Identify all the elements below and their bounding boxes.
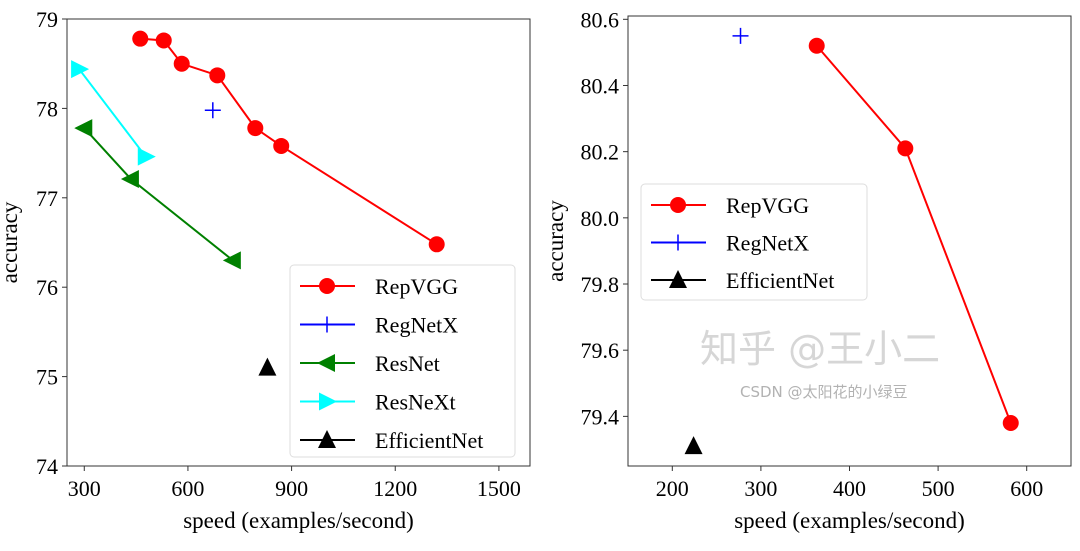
data-point	[209, 67, 226, 84]
legend-label: ResNet	[375, 351, 440, 376]
legend-entry: ResNet	[300, 351, 440, 376]
series-line	[78, 68, 147, 158]
legend-label: RepVGG	[726, 193, 809, 218]
series-regnetx	[204, 102, 221, 119]
legend-entry: RegNetX	[651, 231, 809, 256]
data-point	[137, 147, 156, 166]
data-point	[155, 32, 172, 49]
data-point	[732, 27, 749, 44]
data-point	[222, 251, 241, 270]
y-tick-label: 80.2	[581, 140, 620, 165]
legend-marker	[670, 234, 686, 251]
x-tick-label: 1500	[477, 476, 521, 501]
y-tick-label: 78	[36, 96, 58, 121]
legend-label: RepVGG	[375, 274, 458, 299]
x-tick-label: 500	[922, 476, 955, 501]
y-tick-label: 77	[36, 186, 58, 211]
legend-marker	[670, 197, 686, 213]
data-point	[74, 119, 93, 138]
series-resnext	[71, 60, 156, 166]
y-tick-label: 76	[36, 275, 58, 300]
legend-entry: ResNeXt	[300, 390, 456, 415]
data-point	[71, 60, 90, 79]
series-repvgg	[132, 30, 445, 253]
legend-label: EfficientNet	[726, 268, 834, 293]
x-tick-label: 900	[275, 476, 308, 501]
y-tick-label: 80.4	[581, 73, 620, 98]
legend-marker	[669, 270, 687, 288]
x-axis-label: speed (examples/second)	[734, 508, 965, 533]
x-tick-label: 400	[833, 476, 866, 501]
data-point	[1002, 414, 1019, 431]
watermark-zhihu: 知乎 @王小二	[700, 327, 941, 371]
legend-marker	[319, 316, 335, 333]
data-point	[684, 436, 703, 455]
y-tick-label: 80.6	[581, 7, 620, 32]
x-tick-label: 200	[656, 476, 689, 501]
series-repvgg	[808, 37, 1019, 431]
y-tick-label: 74	[36, 454, 58, 479]
legend-marker	[318, 430, 336, 448]
data-point	[273, 137, 290, 154]
x-tick-label: 1200	[373, 476, 417, 501]
legend-label: EfficientNet	[375, 428, 483, 453]
chart-2: 200 300 400 500 600 79.4 79.6 79.8 80.0 80.2 80.4 8…	[543, 7, 1072, 533]
y-tick-label: 79.6	[581, 338, 620, 363]
legend-marker	[319, 278, 335, 294]
x-tick-label: 300	[68, 476, 101, 501]
series-regnetx	[732, 27, 749, 44]
legend-label: RegNetX	[375, 313, 458, 338]
series-line	[83, 127, 234, 262]
data-point	[132, 30, 149, 47]
y-tick-label: 79.4	[581, 404, 620, 429]
legend-entry: RepVGG	[651, 193, 809, 218]
legend-entry: RegNetX	[300, 313, 458, 338]
series-efficientnet	[258, 357, 277, 376]
data-point	[258, 357, 277, 376]
legend-entry: EfficientNet	[300, 428, 483, 453]
data-point	[808, 37, 825, 54]
legend-label: ResNeXt	[375, 390, 456, 415]
legend: RepVGG RegNetX EfficientNet	[640, 183, 868, 301]
legend-label: RegNetX	[726, 231, 809, 256]
y-axis-label: accuracy	[543, 200, 568, 282]
legend-frame	[640, 183, 868, 301]
data-point	[204, 102, 221, 119]
y-tick-label: 80.0	[581, 206, 620, 231]
data-point	[247, 120, 264, 137]
y-tick-label: 79.8	[581, 272, 620, 297]
series-efficientnet	[684, 436, 703, 455]
legend-entry: RepVGG	[300, 274, 458, 299]
y-tick-label: 79	[36, 7, 58, 32]
data-point	[897, 140, 914, 157]
x-tick-label: 300	[744, 476, 777, 501]
x-tick-label: 600	[1010, 476, 1043, 501]
plot-frame	[66, 18, 531, 467]
y-axis-label: accuracy	[0, 201, 22, 283]
legend: RepVGG RegNetX ResNet ResNeXt EfficientNet	[289, 264, 516, 458]
x-axis-label: speed (examples/second)	[183, 508, 414, 533]
legend-frame	[289, 264, 516, 458]
y-tick-label: 75	[36, 365, 58, 390]
legend-entry: EfficientNet	[651, 268, 834, 293]
data-point	[173, 55, 190, 72]
legend-marker	[319, 392, 337, 411]
data-point	[120, 170, 139, 189]
data-point	[428, 236, 445, 253]
chart-1: 300 600 900 1200 1500 74 75 76 77 78 79 speed (exam…	[0, 7, 531, 533]
x-tick-label: 600	[171, 476, 204, 501]
series-resnet	[74, 119, 241, 270]
watermark-csdn: CSDN @太阳花的小绿豆	[740, 383, 908, 401]
legend-marker	[317, 354, 335, 372]
